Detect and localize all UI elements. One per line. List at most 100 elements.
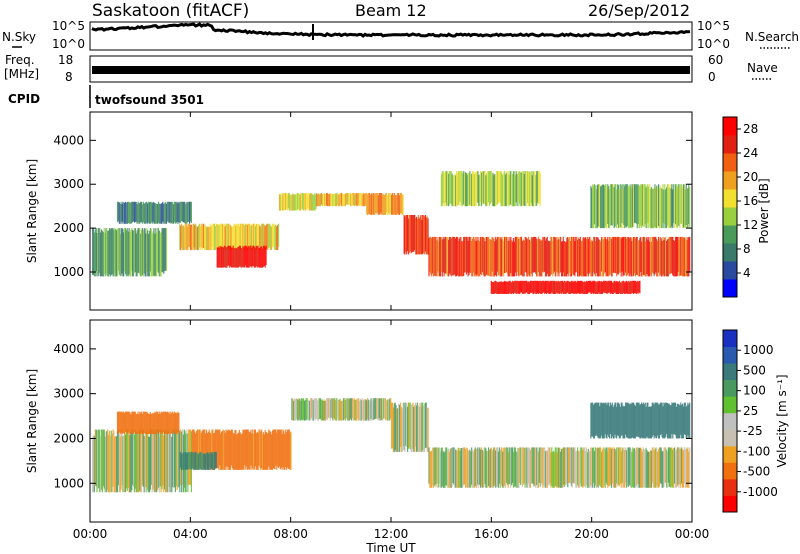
power-cell xyxy=(594,241,596,277)
power-cell xyxy=(570,236,572,277)
velocity-cell xyxy=(643,449,645,488)
velocity-cell xyxy=(270,431,272,470)
velocity-cell xyxy=(272,429,274,469)
power-cell xyxy=(222,247,224,268)
velocity-cell xyxy=(125,411,127,433)
velocity-cell xyxy=(464,447,466,485)
power-cell xyxy=(607,236,609,277)
velocity-cell xyxy=(372,400,374,421)
power-cell xyxy=(177,201,179,222)
velocity-cell xyxy=(336,398,338,419)
power-cell xyxy=(581,240,583,277)
velocity-cell xyxy=(554,447,556,487)
velocity-cell xyxy=(534,447,536,486)
power-cell xyxy=(572,236,574,276)
power-cell xyxy=(438,241,440,277)
power-cell xyxy=(675,184,677,227)
power-cell xyxy=(480,171,482,203)
velocity-cell xyxy=(448,448,450,488)
velocity-cell xyxy=(254,429,256,467)
velocity-cell xyxy=(515,451,517,488)
velocity-cell xyxy=(505,447,507,483)
velocity-cell xyxy=(136,432,138,493)
velocity-cell xyxy=(642,402,644,439)
velocity-cell xyxy=(155,412,157,434)
velocity-cell xyxy=(225,429,227,467)
power-cell xyxy=(134,201,136,223)
power-cell xyxy=(353,193,355,207)
power-cell xyxy=(256,246,258,268)
power-cell xyxy=(398,193,400,215)
power-cell xyxy=(458,238,460,277)
power-cell xyxy=(592,184,594,228)
velocity-cell xyxy=(145,429,147,488)
velocity-cell xyxy=(602,402,604,439)
velocity-cell xyxy=(413,406,415,452)
power-cell xyxy=(221,223,224,249)
velocity-cell xyxy=(682,403,684,439)
velocity-cell xyxy=(613,447,615,488)
power-cell xyxy=(670,236,672,273)
velocity-cell xyxy=(661,450,663,488)
power-cell xyxy=(623,236,625,276)
velocity-cell xyxy=(665,447,667,483)
velocity-cell xyxy=(641,402,643,438)
power-cell xyxy=(525,280,527,293)
velocity-cell xyxy=(465,447,467,488)
velocity-cell xyxy=(208,429,210,467)
power-cell xyxy=(593,236,595,273)
power-cell xyxy=(522,280,524,294)
power-cell xyxy=(344,193,346,207)
power-cell xyxy=(422,215,424,254)
power-cell xyxy=(455,238,457,277)
power-cell xyxy=(284,193,286,211)
velocity-cell xyxy=(209,451,211,469)
velocity-cell xyxy=(431,450,433,488)
power-cell xyxy=(313,193,315,211)
power-cell xyxy=(500,236,502,277)
velocity-cell xyxy=(521,447,523,487)
power-cell xyxy=(245,246,248,268)
velocity-cell xyxy=(93,435,95,493)
velocity-cell xyxy=(326,398,329,421)
velocity-cell xyxy=(553,450,555,488)
cpid-text: twofsound 3501 xyxy=(95,93,204,107)
power-cell xyxy=(179,201,181,223)
power-cell xyxy=(535,174,537,207)
noise-left-tick-bottom: 10^0 xyxy=(52,37,85,51)
power-cell xyxy=(192,223,194,250)
power-cell xyxy=(629,186,631,229)
velocity-cell xyxy=(634,450,636,488)
power-cell xyxy=(240,247,242,268)
colorbar-tick-label: 500 xyxy=(743,363,766,377)
power-cell xyxy=(171,201,173,224)
velocity-cell xyxy=(417,405,419,452)
velocity-cell xyxy=(237,433,239,470)
velocity-cell xyxy=(386,399,388,421)
power-cell xyxy=(218,225,220,250)
power-cell xyxy=(254,246,256,268)
power-cell xyxy=(591,187,593,229)
power-cell xyxy=(528,236,530,275)
velocity-cell xyxy=(157,411,159,434)
power-cell xyxy=(673,240,675,277)
velocity-cell xyxy=(472,450,474,488)
power-cell xyxy=(599,239,601,277)
power-cell xyxy=(232,245,234,268)
velocity-cell xyxy=(543,447,545,486)
power-cell xyxy=(464,172,466,207)
velocity-cell xyxy=(629,447,631,487)
power-cell xyxy=(447,171,449,207)
power-cell xyxy=(338,194,340,207)
velocity-cell xyxy=(496,447,498,488)
velocity-cell xyxy=(580,447,582,487)
power-cell xyxy=(109,229,111,277)
velocity-cell xyxy=(593,447,595,483)
velocity-cell xyxy=(247,429,249,469)
power-cell xyxy=(112,228,114,277)
velocity-cell xyxy=(313,398,315,419)
power-cell xyxy=(314,194,316,211)
power-cell xyxy=(219,224,221,251)
velocity-cell xyxy=(268,429,270,467)
